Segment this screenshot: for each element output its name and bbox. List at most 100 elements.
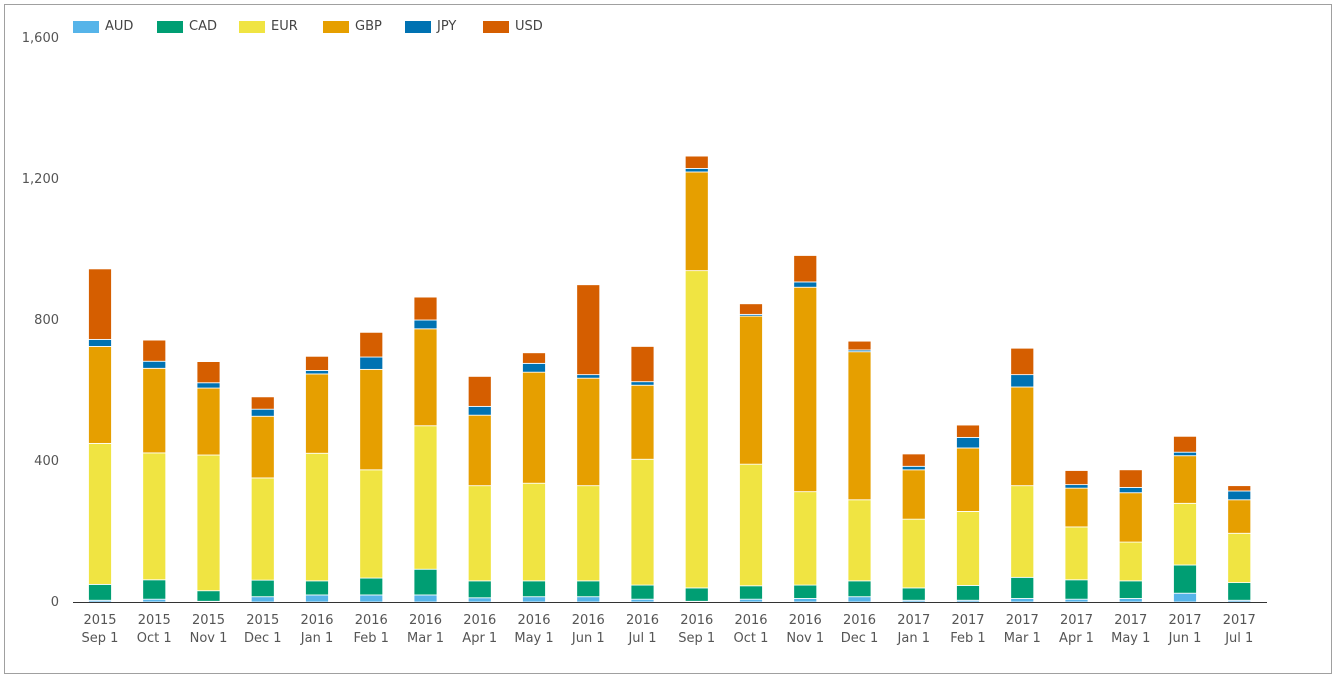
bar-segment-eur[interactable] [1227,532,1252,584]
bar-segment-eur[interactable] [1173,502,1197,566]
bar-segment-aud[interactable] [1118,598,1143,603]
bar-segment-jpy[interactable] [956,436,980,449]
bar-segment-usd[interactable] [1118,469,1143,488]
bar-segment-usd[interactable] [522,352,546,364]
bar-segment-cad[interactable] [793,584,818,599]
bar-segment-jpy[interactable] [1227,490,1252,501]
bar-segment-cad[interactable] [576,580,601,598]
bar-segment-eur[interactable] [522,482,546,582]
bar-segment-aud[interactable] [1173,592,1197,603]
bar-segment-aud[interactable] [467,597,492,603]
bar-segment-eur[interactable] [196,454,221,592]
bar-segment-eur[interactable] [359,469,384,579]
bar-segment-eur[interactable] [630,458,655,586]
bar-segment-gbp[interactable] [250,415,275,479]
bar-segment-cad[interactable] [630,584,655,600]
bar-segment-jpy[interactable] [88,338,112,347]
bar-segment-jpy[interactable] [196,382,221,389]
bar-segment-eur[interactable] [956,511,980,586]
bar-segment-gbp[interactable] [739,315,763,465]
bar-segment-usd[interactable] [305,355,329,371]
bar-segment-gbp[interactable] [305,373,329,454]
bar-segment-usd[interactable] [1173,435,1197,453]
bar-segment-cad[interactable] [250,579,275,598]
bar-segment-aud[interactable] [522,596,546,603]
bar-segment-eur[interactable] [901,518,926,589]
bar-segment-usd[interactable] [359,331,384,358]
bar-segment-gbp[interactable] [684,171,709,272]
bar-segment-gbp[interactable] [413,328,438,427]
bar-segment-aud[interactable] [739,598,763,603]
bar-segment-aud[interactable] [250,596,275,603]
bar-segment-gbp[interactable] [467,414,492,487]
bar-segment-cad[interactable] [1118,580,1143,599]
bar-segment-cad[interactable] [359,577,384,596]
bar-segment-cad[interactable] [956,585,980,601]
bar-segment-gbp[interactable] [1118,492,1143,543]
bar-segment-aud[interactable] [576,596,601,603]
bar-segment-gbp[interactable] [522,371,546,484]
bar-segment-gbp[interactable] [793,286,818,493]
bar-segment-eur[interactable] [1010,485,1035,578]
bar-segment-usd[interactable] [196,361,221,384]
bar-segment-usd[interactable] [739,303,763,315]
bar-segment-eur[interactable] [739,463,763,587]
bar-segment-gbp[interactable] [576,377,601,487]
bar-segment-jpy[interactable] [630,381,655,386]
bar-segment-cad[interactable] [88,583,112,601]
bar-segment-aud[interactable] [1064,598,1089,603]
bar-segment-jpy[interactable] [522,362,546,373]
bar-segment-eur[interactable] [88,442,112,585]
bar-segment-cad[interactable] [1064,579,1089,600]
bar-segment-usd[interactable] [956,424,980,438]
bar-segment-aud[interactable] [793,598,818,603]
bar-segment-usd[interactable] [467,375,492,407]
bar-segment-cad[interactable] [1227,582,1252,601]
bar-segment-aud[interactable] [413,594,438,603]
bar-segment-usd[interactable] [250,396,275,410]
bar-segment-jpy[interactable] [467,405,492,416]
bar-segment-eur[interactable] [467,485,492,582]
bar-segment-jpy[interactable] [1173,451,1197,457]
bar-segment-usd[interactable] [793,255,818,283]
bar-segment-usd[interactable] [1010,347,1035,376]
bar-segment-eur[interactable] [793,491,818,586]
bar-segment-jpy[interactable] [142,360,167,369]
bar-segment-aud[interactable] [847,596,872,603]
bar-segment-usd[interactable] [1227,485,1252,492]
bar-segment-gbp[interactable] [359,368,384,471]
bar-segment-cad[interactable] [196,590,221,602]
bar-segment-cad[interactable] [522,580,546,598]
bar-segment-aud[interactable] [1010,598,1035,603]
bar-segment-jpy[interactable] [793,281,818,288]
bar-segment-gbp[interactable] [956,447,980,512]
bar-segment-jpy[interactable] [576,374,601,379]
bar-segment-jpy[interactable] [359,356,384,370]
bar-segment-usd[interactable] [847,340,872,351]
bar-segment-eur[interactable] [847,499,872,582]
bar-segment-jpy[interactable] [1010,374,1035,388]
bar-segment-eur[interactable] [684,270,709,589]
bar-segment-gbp[interactable] [901,469,926,520]
bar-segment-jpy[interactable] [901,465,926,471]
bar-segment-gbp[interactable] [88,346,112,444]
bar-segment-gbp[interactable] [630,384,655,460]
bar-segment-usd[interactable] [901,453,926,467]
bar-segment-aud[interactable] [630,598,655,603]
bar-segment-gbp[interactable] [847,351,872,501]
bar-segment-usd[interactable] [88,268,112,340]
bar-segment-usd[interactable] [142,339,167,362]
bar-segment-eur[interactable] [250,477,275,581]
bar-segment-aud[interactable] [305,594,329,603]
bar-segment-jpy[interactable] [305,370,329,375]
bar-segment-cad[interactable] [901,587,926,601]
bar-segment-usd[interactable] [630,346,655,383]
bar-segment-usd[interactable] [576,284,601,376]
bar-segment-eur[interactable] [305,452,329,582]
bar-segment-eur[interactable] [576,485,601,582]
bar-segment-cad[interactable] [847,580,872,598]
bar-segment-usd[interactable] [1064,470,1089,486]
bar-segment-eur[interactable] [1064,526,1089,581]
bar-segment-gbp[interactable] [1064,487,1089,528]
bar-segment-usd[interactable] [413,296,438,321]
